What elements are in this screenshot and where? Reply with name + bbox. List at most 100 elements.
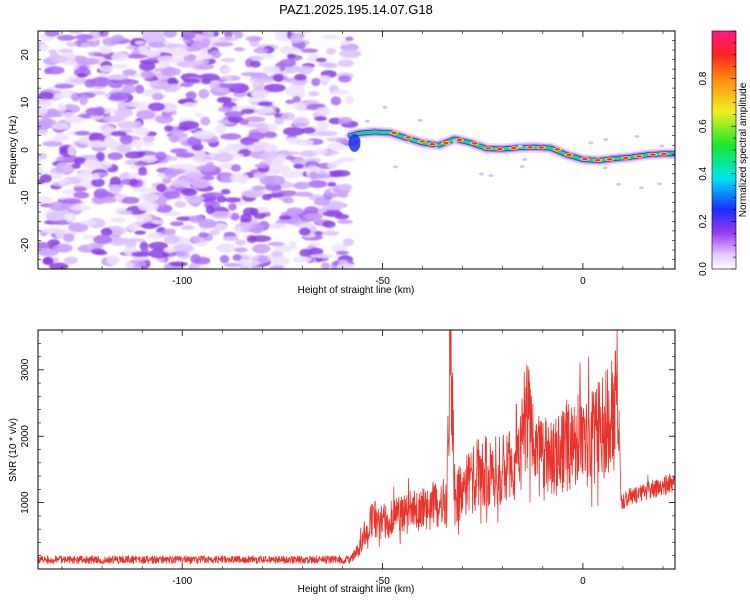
noise-blob: [110, 131, 127, 137]
noise-blob: [338, 75, 352, 83]
noise-blob: [345, 95, 355, 105]
noise-blob: [289, 241, 297, 250]
noise-blob: [124, 151, 144, 159]
noise-blob: [252, 185, 266, 191]
noise-blob: [322, 205, 344, 210]
stray-blob: [417, 118, 423, 122]
noise-blob: [107, 152, 123, 161]
noise-blob: [68, 222, 89, 233]
noise-blob: [313, 148, 328, 155]
noise-blob: [299, 150, 318, 158]
noise-blob: [99, 65, 114, 73]
noise-blob: [338, 157, 356, 163]
spectrogram-frame: [37, 30, 676, 270]
noise-blob: [69, 205, 92, 211]
noise-blob: [292, 96, 302, 103]
noise-blob: [224, 197, 242, 203]
noise-blob: [210, 211, 233, 219]
noise-blob: [115, 194, 125, 200]
noise-blob: [131, 251, 152, 257]
signal-peak: [442, 141, 449, 144]
noise-blob: [114, 107, 133, 118]
noise-blob: [252, 172, 267, 179]
signal-peak: [554, 148, 561, 151]
noise-blob: [38, 99, 53, 108]
noise-blob: [139, 155, 158, 163]
noise-blob: [38, 241, 52, 249]
noise-blob: [163, 247, 176, 254]
noise-blob: [74, 34, 94, 41]
noise-blob: [54, 133, 70, 142]
snr-x-label: Height of straight line (km): [298, 584, 415, 595]
noise-blob: [86, 140, 107, 148]
snr-frame: [37, 329, 676, 570]
noise-blob: [91, 173, 100, 180]
noise-blob: [340, 40, 350, 46]
noise-blob: [253, 141, 269, 146]
y-tick-label: -20: [20, 238, 31, 253]
y-tick-label: -10: [20, 190, 31, 205]
noise-blob: [235, 226, 244, 234]
colorbar-label: Normalized spectral amplitude: [738, 82, 749, 217]
noise-blob: [169, 47, 188, 54]
noise-blob: [163, 234, 181, 245]
noise-blob: [172, 168, 186, 174]
noise-blob: [111, 51, 129, 62]
noise-blob: [128, 172, 141, 181]
noise-blob: [214, 87, 232, 93]
noise-blob: [266, 193, 285, 198]
stray-blob: [382, 105, 388, 109]
noise-blob: [303, 206, 319, 215]
noise-blob: [235, 239, 247, 246]
noise-blob: [112, 237, 130, 243]
noise-blob: [131, 187, 153, 193]
colorbar-tick-label: 0.2: [698, 214, 709, 228]
noise-blob: [288, 137, 303, 145]
noise-blob: [57, 103, 67, 112]
noise-blob: [125, 238, 146, 243]
noise-blob: [162, 176, 172, 184]
signal-peak: [622, 156, 629, 159]
noise-blob: [81, 234, 95, 240]
noise-blob: [38, 129, 49, 137]
noise-blob: [156, 183, 167, 193]
noise-blob: [182, 78, 201, 84]
stray-blob: [517, 144, 523, 148]
noise-blob: [181, 31, 196, 41]
noise-blob: [168, 134, 180, 143]
noise-blob: [156, 55, 179, 62]
noise-blob: [322, 220, 336, 228]
noise-blob: [286, 53, 296, 59]
noise-blob: [141, 89, 157, 97]
noise-blob: [134, 40, 145, 45]
noise-blob: [109, 176, 121, 187]
snr-series-line: [38, 330, 675, 565]
noise-blob: [148, 80, 169, 88]
spectrogram-data: [38, 31, 675, 269]
noise-blobs: [38, 31, 362, 269]
noise-blob: [107, 74, 129, 81]
noise-blob: [220, 58, 236, 63]
signal-peak: [581, 157, 588, 161]
noise-blob: [297, 65, 314, 75]
noise-blob: [220, 75, 241, 82]
stray-blob: [364, 119, 370, 123]
noise-blob: [86, 242, 104, 250]
chart-title: PAZ1.2025.195.14.07.G18: [279, 2, 433, 17]
spectrogram-y-label: Frequency (Hz): [8, 116, 19, 185]
noise-blob: [84, 78, 96, 88]
noise-blob: [294, 191, 314, 197]
noise-blob: [215, 244, 231, 252]
noise-blob: [264, 131, 277, 138]
noise-blob: [239, 119, 250, 126]
noise-blob: [338, 259, 348, 265]
noise-blob: [309, 241, 321, 247]
noise-blob: [326, 47, 336, 55]
noise-blob: [74, 130, 91, 136]
noise-blob: [263, 83, 286, 93]
x-tick-label: -100: [172, 576, 192, 587]
noise-blob: [117, 101, 127, 112]
noise-blob: [119, 172, 132, 181]
noise-blob: [63, 256, 79, 265]
